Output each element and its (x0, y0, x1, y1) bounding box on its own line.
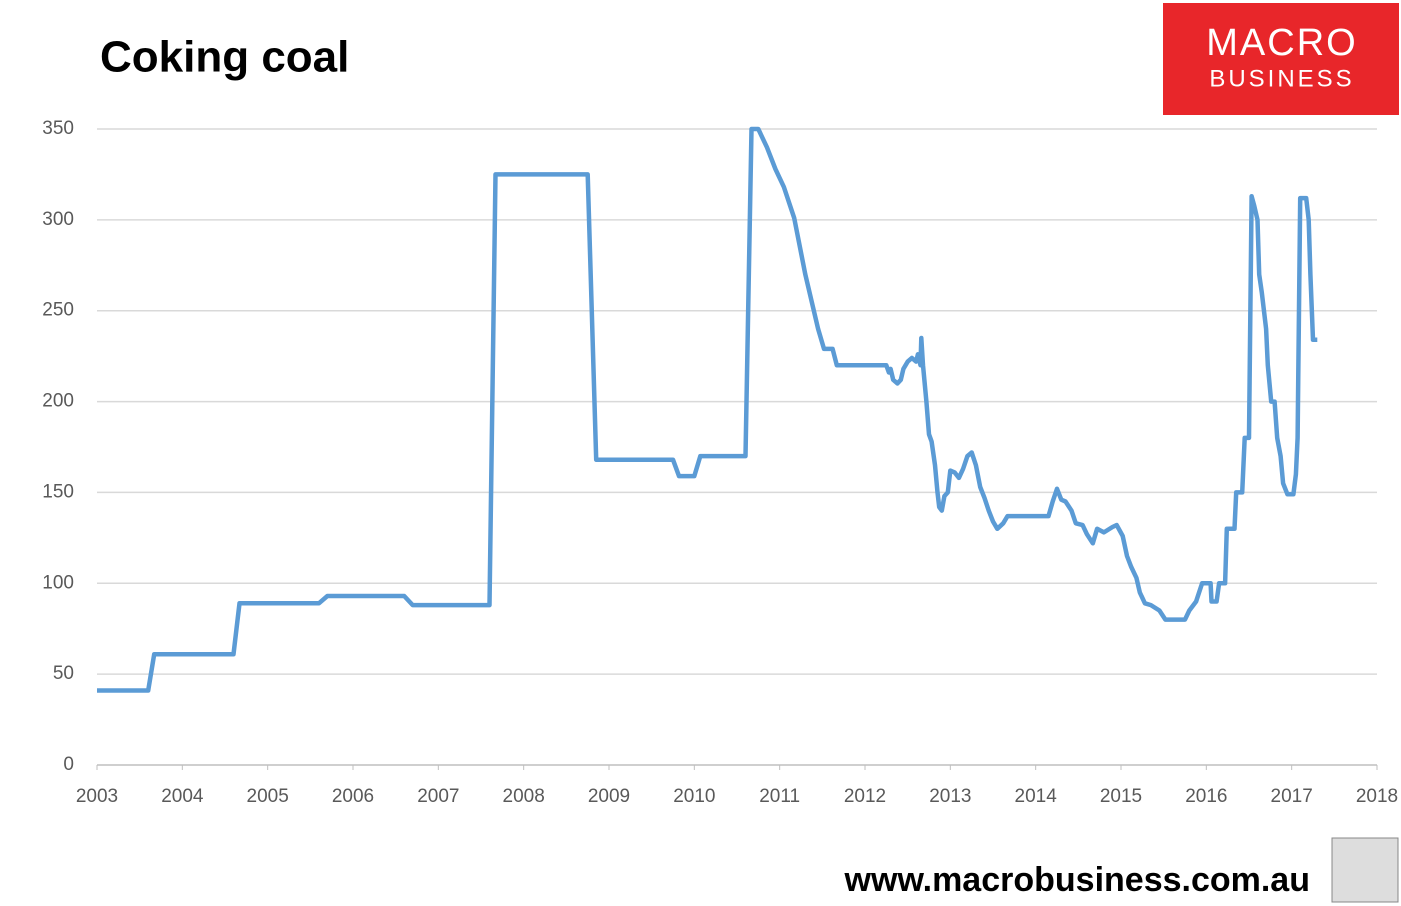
x-tick-label: 2015 (1100, 786, 1142, 807)
x-tick-label: 2010 (673, 786, 715, 807)
y-tick-label: 200 (42, 391, 74, 412)
y-tick-label: 150 (42, 481, 74, 502)
y-tick-label: 350 (42, 118, 74, 139)
x-tick-label: 2007 (417, 786, 459, 807)
y-tick-label: 300 (42, 209, 74, 230)
x-tick-label: 2018 (1356, 786, 1398, 807)
x-tick-label: 2009 (588, 786, 630, 807)
x-tick-label: 2006 (332, 786, 374, 807)
x-tick-label: 2008 (503, 786, 545, 807)
x-tick-label: 2012 (844, 786, 886, 807)
data-line (97, 126, 1318, 693)
y-tick-label: 100 (42, 572, 74, 593)
x-tick-label: 2014 (1015, 786, 1058, 807)
mascot-icon (1331, 837, 1399, 903)
x-tick-label: 2016 (1185, 786, 1227, 807)
x-tick-label: 2011 (759, 786, 800, 807)
y-tick-label: 0 (63, 754, 74, 775)
x-tick-label: 2003 (76, 786, 118, 807)
logo-text: MACRO (1206, 22, 1357, 64)
x-tick-label: 2013 (929, 786, 971, 807)
x-tick-label: 2017 (1271, 786, 1313, 807)
logo-box (1163, 3, 1399, 115)
logo-text: BUSINESS (1209, 65, 1354, 92)
chart-title: Coking coal (100, 33, 349, 82)
x-tick-label: 2005 (247, 786, 289, 807)
y-tick-label: 50 (53, 663, 74, 684)
x-tick-label: 2004 (161, 786, 204, 807)
footer-url: www.macrobusiness.com.au (844, 861, 1310, 899)
y-tick-label: 250 (42, 300, 74, 321)
